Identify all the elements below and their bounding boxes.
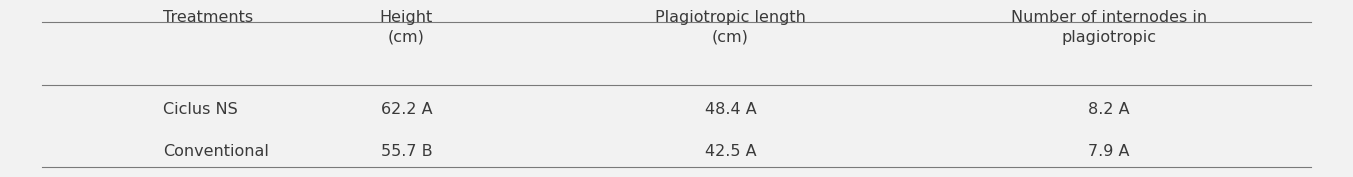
Text: 42.5 A: 42.5 A [705,144,756,159]
Text: Ciclus NS: Ciclus NS [164,102,238,117]
Text: 7.9 A: 7.9 A [1088,144,1130,159]
Text: 62.2 A: 62.2 A [380,102,432,117]
Text: Height
(cm): Height (cm) [380,10,433,45]
Text: Plagiotropic length
(cm): Plagiotropic length (cm) [655,10,806,45]
Text: Number of internodes in
plagiotropic: Number of internodes in plagiotropic [1011,10,1207,45]
Text: 55.7 B: 55.7 B [380,144,432,159]
Text: 8.2 A: 8.2 A [1088,102,1130,117]
Text: Treatments: Treatments [164,10,253,25]
Text: Conventional: Conventional [164,144,269,159]
Text: 48.4 A: 48.4 A [705,102,756,117]
